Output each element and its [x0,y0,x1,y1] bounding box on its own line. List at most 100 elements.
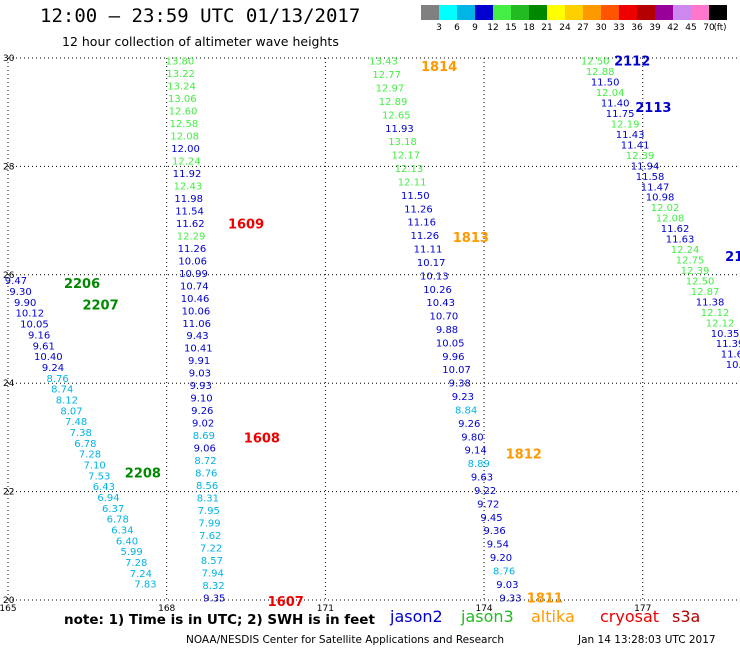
wave-height-label: 12.12 [701,308,730,319]
wave-height-label: 12.08 [656,214,685,225]
y-tick-label: 24 [3,379,15,389]
wave-height-label: 5.99 [121,547,143,558]
wave-height-label: 7.38 [70,428,92,439]
wave-height-label: 7.83 [134,580,156,591]
scale-swatch [547,5,565,20]
chart-title: 12:00 – 23:59 UTC 01/13/2017 [40,5,361,27]
wave-height-label: 9.63 [471,473,493,484]
wave-height-label: 12.89 [379,97,408,108]
wave-height-label: 12.29 [177,231,206,242]
wave-height-label: 9.88 [436,325,458,336]
wave-height-label: 11.47 [641,182,670,193]
pass-number-label: 2113 [635,101,671,116]
pass-number-label: 1811 [527,591,563,606]
wave-height-label: 9.14 [464,446,486,457]
wave-height-label: 12.77 [372,70,401,81]
wave-height-label: 7.28 [125,558,147,569]
scale-swatch [673,5,691,20]
wave-height-label: 12.00 [171,144,200,155]
pass-number-label: 2208 [125,467,161,482]
scale-swatch [475,5,493,20]
satellite-legend-jason2: jason2 [390,607,443,626]
scale-label: 33 [613,23,625,33]
wave-height-label: 10.29 [726,360,740,371]
wave-height-label: 11.93 [385,124,414,135]
wave-height-label: 9.23 [452,392,474,403]
wave-height-label: 11.26 [404,204,433,215]
wave-height-label: 8.07 [60,406,82,417]
wave-height-label: 11.62 [661,224,690,235]
y-tick-label: 28 [3,162,15,172]
pass-number-label: 2114 [725,250,740,265]
y-tick-label: 26 [3,271,15,281]
wave-height-label: 11.50 [401,191,430,202]
footer-timestamp: Jan 14 13:28:03 UTC 2017 [578,634,716,646]
wave-height-label: 9.24 [42,363,64,374]
wave-height-label: 9.93 [190,381,212,392]
wave-height-label: 13.43 [369,57,398,68]
wave-height-label: 7.94 [202,568,224,579]
wave-height-label: 10.43 [426,298,455,309]
wave-height-label: 8.76 [46,374,68,385]
wave-height-label: 11.54 [175,206,204,217]
wave-height-label: 7.48 [65,417,87,428]
wave-height-label: 10.06 [182,306,211,317]
wave-height-label: 11.50 [591,78,620,89]
wave-height-label: 8.76 [195,469,217,480]
wave-height-label: 12.50 [581,57,610,68]
wave-height-label: 9.72 [477,499,499,510]
y-tick-label: 22 [3,488,14,498]
wave-height-label: 11.39 [716,339,740,350]
scale-label: 70 [703,23,715,33]
wave-height-label: 12.11 [398,177,427,188]
wave-height-label: 8.84 [455,405,477,416]
wave-height-label: 9.20 [490,553,512,564]
scale-label: 21 [541,23,553,33]
pass-number-label: 2112 [614,55,650,70]
wave-height-label: 11.62 [176,219,205,230]
wave-height-label: 11.75 [606,109,635,120]
wave-height-label: 11.26 [178,244,207,255]
wave-height-label: 12.65 [382,110,411,121]
x-tick-label: 174 [475,604,492,614]
scale-label: 42 [667,23,679,33]
wave-height-label: 10.17 [417,258,446,269]
wave-height-label: 10.99 [179,269,208,280]
wave-height-label: 8.76 [493,566,515,577]
wave-height-label: 7.22 [200,543,222,554]
scale-swatch [637,5,655,20]
scale-swatch [511,5,529,20]
wave-height-label: 9.35 [203,593,225,604]
x-tick-label: 177 [634,604,651,614]
pass-number-label: 1812 [506,448,542,463]
wave-height-label: 12.75 [676,256,705,267]
wave-height-label: 9.26 [191,406,213,417]
wave-height-label: 11.58 [636,172,665,183]
scale-swatch [493,5,511,20]
scale-swatch [421,5,439,20]
scale-swatch [709,5,727,20]
wave-height-label: 8.57 [201,556,223,567]
satellite-legend-s3a: s3a [672,607,701,626]
wave-height-label: 11.06 [182,319,211,330]
wave-height-label: 13.18 [388,137,417,148]
wave-height-label: 12.39 [681,266,710,277]
wave-height-label: 11.40 [601,99,630,110]
wave-height-label: 9.06 [194,444,216,455]
wave-height-label: 10.40 [34,352,63,363]
wave-height-label: 10.12 [15,309,44,320]
wave-height-label: 11.62 [721,350,740,361]
wave-height-label: 8.12 [56,395,78,406]
x-tick-label: 171 [317,604,334,614]
wave-height-label: 6.94 [97,493,119,504]
wave-height-label: 9.45 [480,513,502,524]
wave-height-label: 7.28 [79,450,101,461]
y-tick-label: 20 [3,596,15,606]
wave-height-label: 11.92 [173,169,202,180]
pass-number-label: 2207 [82,299,118,314]
wave-height-label: 9.33 [499,593,521,604]
wave-height-label: 9.54 [487,540,509,551]
y-tick-label: 30 [3,54,15,64]
wave-height-label: 12.87 [691,287,720,298]
x-tick-label: 165 [0,604,17,614]
